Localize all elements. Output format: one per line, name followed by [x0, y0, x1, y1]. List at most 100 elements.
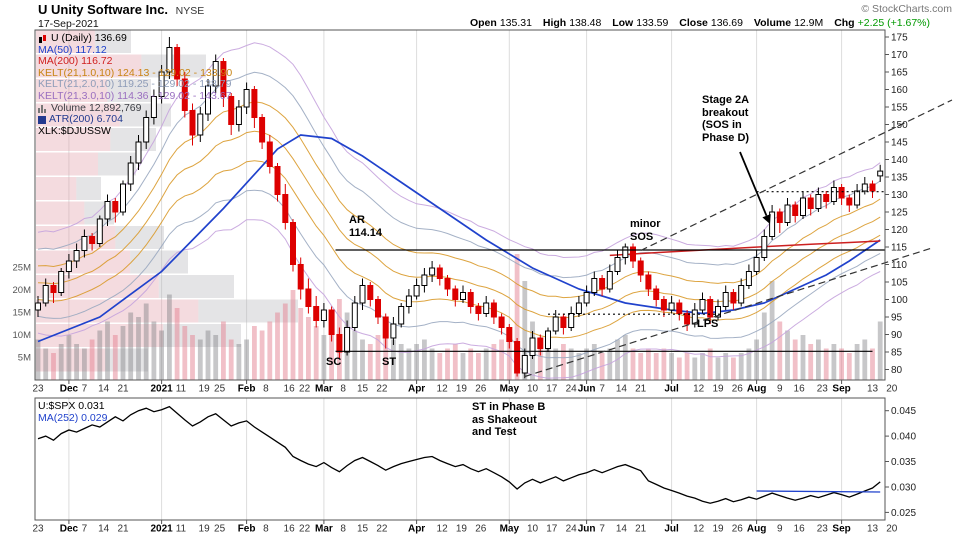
svg-text:100: 100 — [891, 295, 908, 306]
low-value: 133.59 — [636, 17, 669, 29]
close-label: Close — [679, 17, 708, 29]
svg-text:115: 115 — [891, 243, 907, 254]
legend-item: XLK:$DJUSSW — [38, 124, 232, 138]
volume-bars — [35, 254, 883, 380]
svg-text:9: 9 — [777, 524, 783, 535]
svg-text:165: 165 — [891, 68, 908, 79]
svg-text:19: 19 — [199, 384, 211, 395]
svg-text:20M: 20M — [13, 285, 32, 296]
svg-text:130: 130 — [891, 190, 908, 201]
annotation-minor-sos: minor SOS — [630, 218, 661, 243]
svg-text:21: 21 — [635, 384, 647, 395]
svg-text:23: 23 — [32, 384, 44, 395]
high-value: 138.48 — [569, 17, 602, 29]
svg-text:24: 24 — [566, 524, 578, 535]
svg-text:140: 140 — [891, 155, 908, 166]
ratio-line — [37, 405, 881, 504]
bars-icon — [38, 103, 48, 114]
svg-text:7: 7 — [599, 524, 605, 535]
svg-text:26: 26 — [732, 384, 744, 395]
ma200-line — [609, 240, 881, 257]
svg-text:14: 14 — [616, 524, 628, 535]
svg-text:19: 19 — [712, 384, 724, 395]
svg-text:Dec: Dec — [60, 524, 79, 535]
stockcharts-copyright-link[interactable]: © StockCharts.com — [861, 3, 952, 15]
svg-text:170: 170 — [891, 50, 908, 61]
chg-label: Chg — [834, 17, 855, 29]
company-name: Unity Software Inc. — [51, 2, 169, 17]
high-label: High — [542, 17, 567, 29]
svg-text:Aug: Aug — [747, 524, 766, 535]
legend-item: U (Daily) 136.69 — [38, 32, 232, 45]
svg-text:22: 22 — [376, 384, 388, 395]
ticker-symbol: U — [38, 2, 48, 17]
ratio-ma-line — [756, 490, 881, 493]
legend-text: KELT(21,2.0,10) 119.25 - 129.02 - 138.79 — [38, 78, 232, 91]
volume-label: Volume — [753, 17, 792, 29]
volume-value: 12.9M — [794, 17, 824, 29]
svg-text:19: 19 — [456, 384, 468, 395]
svg-text:11: 11 — [176, 384, 187, 395]
legend-item: KELT(21,2.0,10) 119.25 - 129.02 - 138.79 — [38, 79, 232, 91]
svg-text:10M: 10M — [13, 330, 32, 341]
svg-text:15: 15 — [357, 524, 369, 535]
legend-item: Volume 12,892,769 — [38, 102, 232, 115]
legend-text: XLK:$DJUSSW — [38, 124, 111, 137]
svg-text:16: 16 — [794, 384, 806, 395]
legend-item: KELT(21,3.0,10) 114.36 - 129.02 - 143.67 — [38, 90, 232, 103]
svg-text:Jul: Jul — [664, 524, 679, 535]
svg-text:16: 16 — [284, 384, 296, 395]
svg-text:0.030: 0.030 — [891, 483, 916, 494]
svg-text:Feb: Feb — [238, 384, 256, 395]
svg-text:Jun: Jun — [578, 384, 596, 395]
annotation-stage-2a-breakout: Stage 2A breakout (SOS in Phase D) — [702, 94, 750, 144]
svg-text:120: 120 — [891, 225, 908, 236]
legend-item: MA(200) 116.72 — [38, 56, 232, 68]
svg-text:23: 23 — [817, 384, 829, 395]
svg-text:145: 145 — [891, 138, 908, 149]
svg-text:Mar: Mar — [315, 384, 333, 395]
svg-text:10: 10 — [527, 524, 539, 535]
svg-text:19: 19 — [456, 524, 468, 535]
svg-text:21: 21 — [635, 524, 647, 535]
svg-text:17: 17 — [546, 524, 558, 535]
chart-header: U Unity Software Inc. NYSE — [38, 2, 204, 17]
svg-text:Dec: Dec — [60, 384, 79, 395]
exchange-label: NYSE — [175, 5, 205, 17]
square-icon — [38, 115, 46, 124]
chart-date: 17-Sep-2021 — [38, 18, 99, 30]
svg-text:0.040: 0.040 — [891, 432, 916, 443]
low-label: Low — [612, 17, 634, 29]
svg-text:26: 26 — [732, 524, 744, 535]
svg-text:8: 8 — [263, 384, 269, 395]
svg-text:24: 24 — [566, 384, 578, 395]
legend-text: MA(200) 116.72 — [38, 55, 113, 68]
svg-text:9: 9 — [777, 384, 783, 395]
svg-text:5M: 5M — [18, 353, 31, 364]
svg-text:25: 25 — [214, 384, 226, 395]
annotation-st-label: ST — [382, 356, 397, 368]
svg-text:Sep: Sep — [832, 384, 850, 395]
svg-text:21: 21 — [117, 524, 129, 535]
svg-text:26: 26 — [475, 384, 487, 395]
svg-text:21: 21 — [117, 384, 129, 395]
breakout-arrow — [739, 151, 771, 224]
svg-text:Apr: Apr — [408, 384, 425, 395]
svg-text:22: 22 — [376, 524, 388, 535]
annotation-ar-label: AR 114.14 — [349, 214, 383, 239]
svg-text:15: 15 — [357, 384, 369, 395]
axes-and-labels: 175 170 165 160 155 150 145 140 135 130 125 120 115 1… — [13, 29, 916, 535]
candlestick-series — [35, 37, 884, 379]
svg-text:19: 19 — [199, 524, 211, 535]
svg-text:8: 8 — [340, 524, 346, 535]
svg-text:2021: 2021 — [150, 384, 173, 395]
svg-text:Sep: Sep — [832, 524, 850, 535]
svg-text:20: 20 — [886, 384, 898, 395]
svg-text:15M: 15M — [13, 308, 32, 319]
svg-text:80: 80 — [891, 365, 903, 376]
main-legend: U (Daily) 136.69 MA(50) 117.12 MA(200) 116… — [38, 32, 232, 138]
svg-text:7: 7 — [599, 384, 605, 395]
svg-text:14: 14 — [98, 384, 110, 395]
svg-text:16: 16 — [284, 524, 296, 535]
